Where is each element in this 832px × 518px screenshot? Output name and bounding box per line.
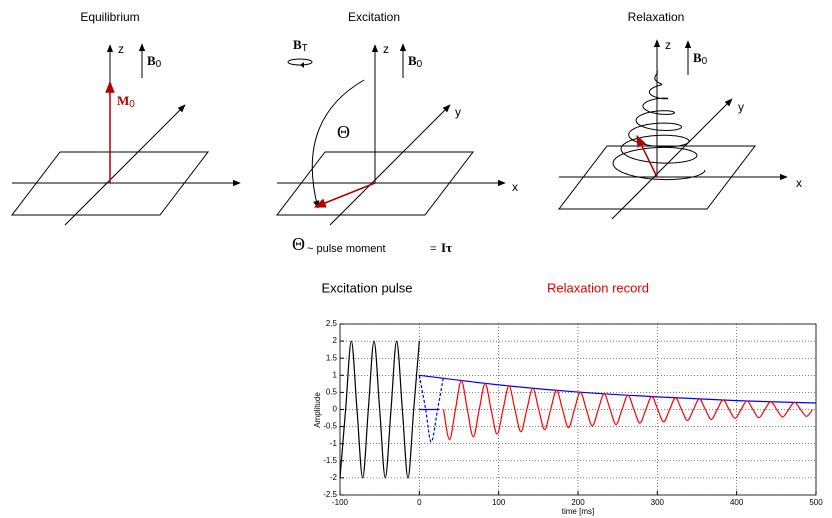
formula-product: Iτ	[441, 240, 452, 255]
x-label: x	[796, 176, 802, 190]
x-tick-label: 400	[730, 498, 744, 507]
y-tick-label: 0	[333, 405, 338, 414]
chart: Amplitude time [ms] -2.5-2-1.5-1-0.500.5…	[313, 319, 823, 516]
chart-label-right: Relaxation record	[547, 280, 649, 295]
y-tick-label: -1	[330, 439, 338, 448]
series-line	[419, 375, 443, 442]
series-line	[340, 341, 419, 478]
symbol: M	[117, 93, 129, 108]
panel-title: Equilibrium	[80, 10, 139, 24]
pulse-loop-arrow	[300, 62, 304, 68]
series-line	[444, 381, 813, 440]
field-label: B0	[408, 53, 423, 70]
y-tick-label: 2.5	[326, 319, 338, 328]
y-tick-label: 1.5	[326, 353, 338, 362]
x-tick-label: 200	[571, 498, 585, 507]
y-axis-title: Amplitude	[313, 392, 322, 428]
z-label: z	[383, 42, 389, 56]
y-label: y	[455, 105, 461, 119]
y-tick-label: 0.5	[326, 388, 338, 397]
panel-title: Relaxation	[628, 10, 685, 24]
magnetization-arrow	[315, 183, 375, 207]
symbol: B	[693, 50, 702, 65]
magnetization-arrow	[637, 136, 657, 177]
chart-label-left: Excitation pulse	[321, 280, 412, 295]
z-label: z	[665, 38, 671, 52]
x-tick-label: 0	[417, 498, 422, 507]
figure: Equilibrium z B0 M0 Excitation x y z B0 …	[0, 0, 832, 518]
field-label: B0	[147, 53, 162, 70]
y-tick-label: -2	[330, 473, 338, 482]
x-tick-label: 100	[492, 498, 506, 507]
panel-equilibrium: Equilibrium z B0 M0	[12, 10, 240, 225]
panel-title: Excitation	[348, 10, 400, 24]
panel-relaxation: Relaxation x y z B0	[559, 10, 802, 219]
field-label: B0	[693, 50, 708, 67]
x-tick-label: -100	[332, 498, 349, 507]
spiral	[613, 70, 705, 180]
z-label: z	[118, 42, 124, 56]
symbol: B	[147, 53, 156, 68]
y-tick-label: 2	[333, 336, 338, 345]
symbol: B	[408, 53, 417, 68]
y-axis	[612, 99, 732, 219]
magnetization-label: M0	[117, 93, 135, 110]
series-line	[419, 375, 816, 403]
y-label: y	[738, 100, 744, 114]
y-tick-label: -1.5	[323, 456, 337, 465]
y-tick-label: -0.5	[323, 422, 337, 431]
pulse-field-label: BT	[293, 37, 308, 54]
subscript: T	[302, 43, 308, 54]
formula: Θ ~ pulse moment = Iτ	[292, 234, 452, 255]
formula-angle: Θ	[292, 234, 305, 254]
pulse-loop	[288, 59, 312, 65]
angle-label: Θ	[337, 122, 350, 142]
y-tick-label: 1	[333, 370, 338, 379]
y-axis	[65, 105, 185, 225]
subscript: 0	[129, 99, 135, 110]
x-tick-label: 500	[809, 498, 823, 507]
panel-excitation: Excitation x y z B0 BT Θ	[277, 10, 518, 225]
formula-relation: ~ pulse moment	[307, 243, 386, 255]
symbol: B	[293, 37, 302, 52]
subscript: 0	[156, 59, 162, 70]
x-label: x	[512, 180, 518, 194]
tilt-arc	[312, 80, 364, 208]
x-tick-label: 300	[651, 498, 665, 507]
subscript: 0	[702, 56, 708, 67]
subscript: 0	[417, 59, 423, 70]
x-axis-title: time [ms]	[562, 507, 594, 516]
formula-equals: =	[430, 243, 436, 255]
